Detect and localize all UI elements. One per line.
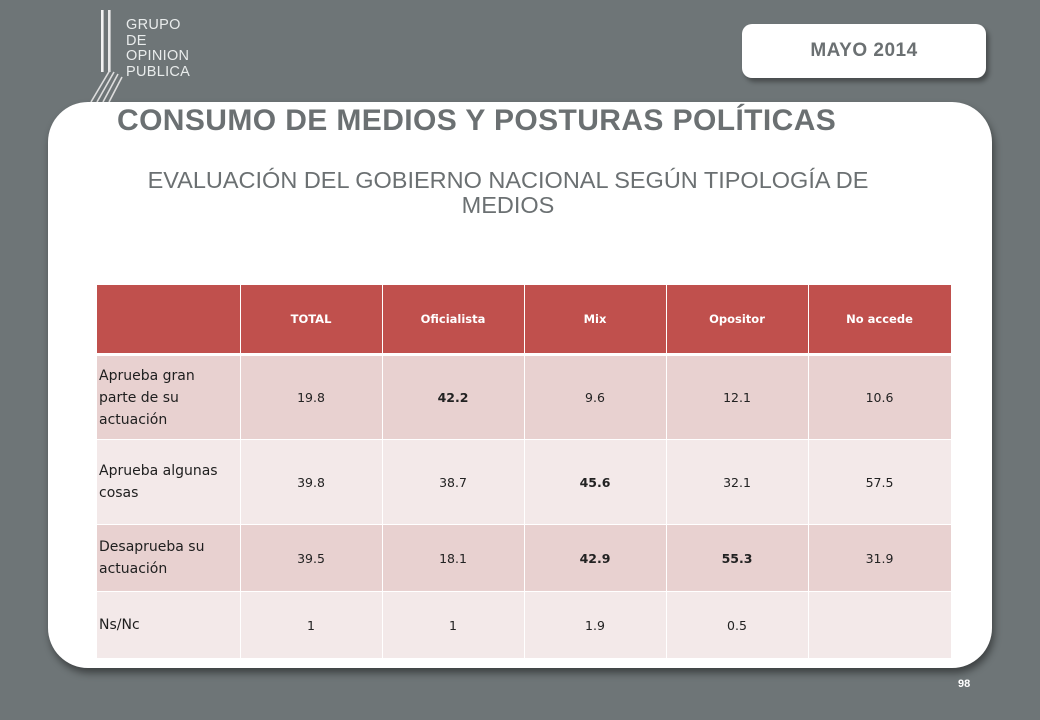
table-cell: 19.8: [240, 354, 383, 440]
table-row: Ns/Nc 1 1 1.9 0.5: [97, 591, 952, 659]
table-row: Desaprueba su actuación 39.5 18.1 42.9 5…: [97, 524, 952, 592]
row-label: Desaprueba su actuación: [97, 524, 241, 592]
table-cell: 1: [382, 591, 525, 659]
header-total: TOTAL: [240, 285, 383, 356]
table-cell: [808, 591, 952, 659]
table-cell: 42.2: [382, 354, 525, 440]
logo-line: OPINION: [126, 48, 190, 64]
table-cell: 9.6: [524, 354, 667, 440]
table-cell: 55.3: [666, 524, 809, 592]
date-badge: MAYO 2014: [742, 24, 986, 78]
table-cell: 18.1: [382, 524, 525, 592]
header-corner-cell: [97, 285, 241, 356]
table-cell: 39.8: [240, 439, 383, 525]
table-cell: 42.9: [524, 524, 667, 592]
table-cell: 38.7: [382, 439, 525, 525]
table-cell: 32.1: [666, 439, 809, 525]
logo-text: GRUPO DE OPINION PUBLICA: [126, 17, 191, 80]
table-cell: 1.9: [524, 591, 667, 659]
header-oficialista: Oficialista: [382, 285, 525, 356]
logo-mark-icon: [90, 10, 123, 103]
table-cell: 12.1: [666, 354, 809, 440]
table-cell: 1: [240, 591, 383, 659]
page-title: CONSUMO DE MEDIOS Y POSTURAS POLÍTICAS: [117, 104, 837, 137]
row-label: Ns/Nc: [97, 591, 241, 659]
logo-line: GRUPO: [126, 17, 181, 33]
header-opositor: Opositor: [666, 285, 809, 356]
evaluation-table: TOTAL Oficialista Mix Opositor No accede…: [97, 285, 952, 659]
table-cell: 39.5: [240, 524, 383, 592]
table-header-row: TOTAL Oficialista Mix Opositor No accede: [97, 285, 952, 356]
logo-line: DE: [126, 32, 147, 49]
table-cell: 57.5: [808, 439, 952, 525]
grupo-opinion-publica-logo: GRUPO DE OPINION PUBLICA: [88, 10, 228, 110]
table-cell: 10.6: [808, 354, 952, 440]
table-cell: 45.6: [524, 439, 667, 525]
header-no-accede: No accede: [808, 285, 952, 356]
row-label: Aprueba algunas cosas: [97, 439, 241, 525]
header-mix: Mix: [524, 285, 667, 356]
row-label: Aprueba gran parte de su actuación: [97, 354, 241, 440]
page-subtitle: EVALUACIÓN DEL GOBIERNO NACIONAL SEGÚN T…: [147, 167, 869, 218]
logo-line: PUBLICA: [126, 63, 191, 80]
page-number: 98: [958, 678, 971, 690]
table-cell: 0.5: [666, 591, 809, 659]
table-cell: 31.9: [808, 524, 952, 592]
table-row: Aprueba algunas cosas 39.8 38.7 45.6 32.…: [97, 439, 952, 525]
table-row: Aprueba gran parte de su actuación 19.8 …: [97, 354, 952, 440]
